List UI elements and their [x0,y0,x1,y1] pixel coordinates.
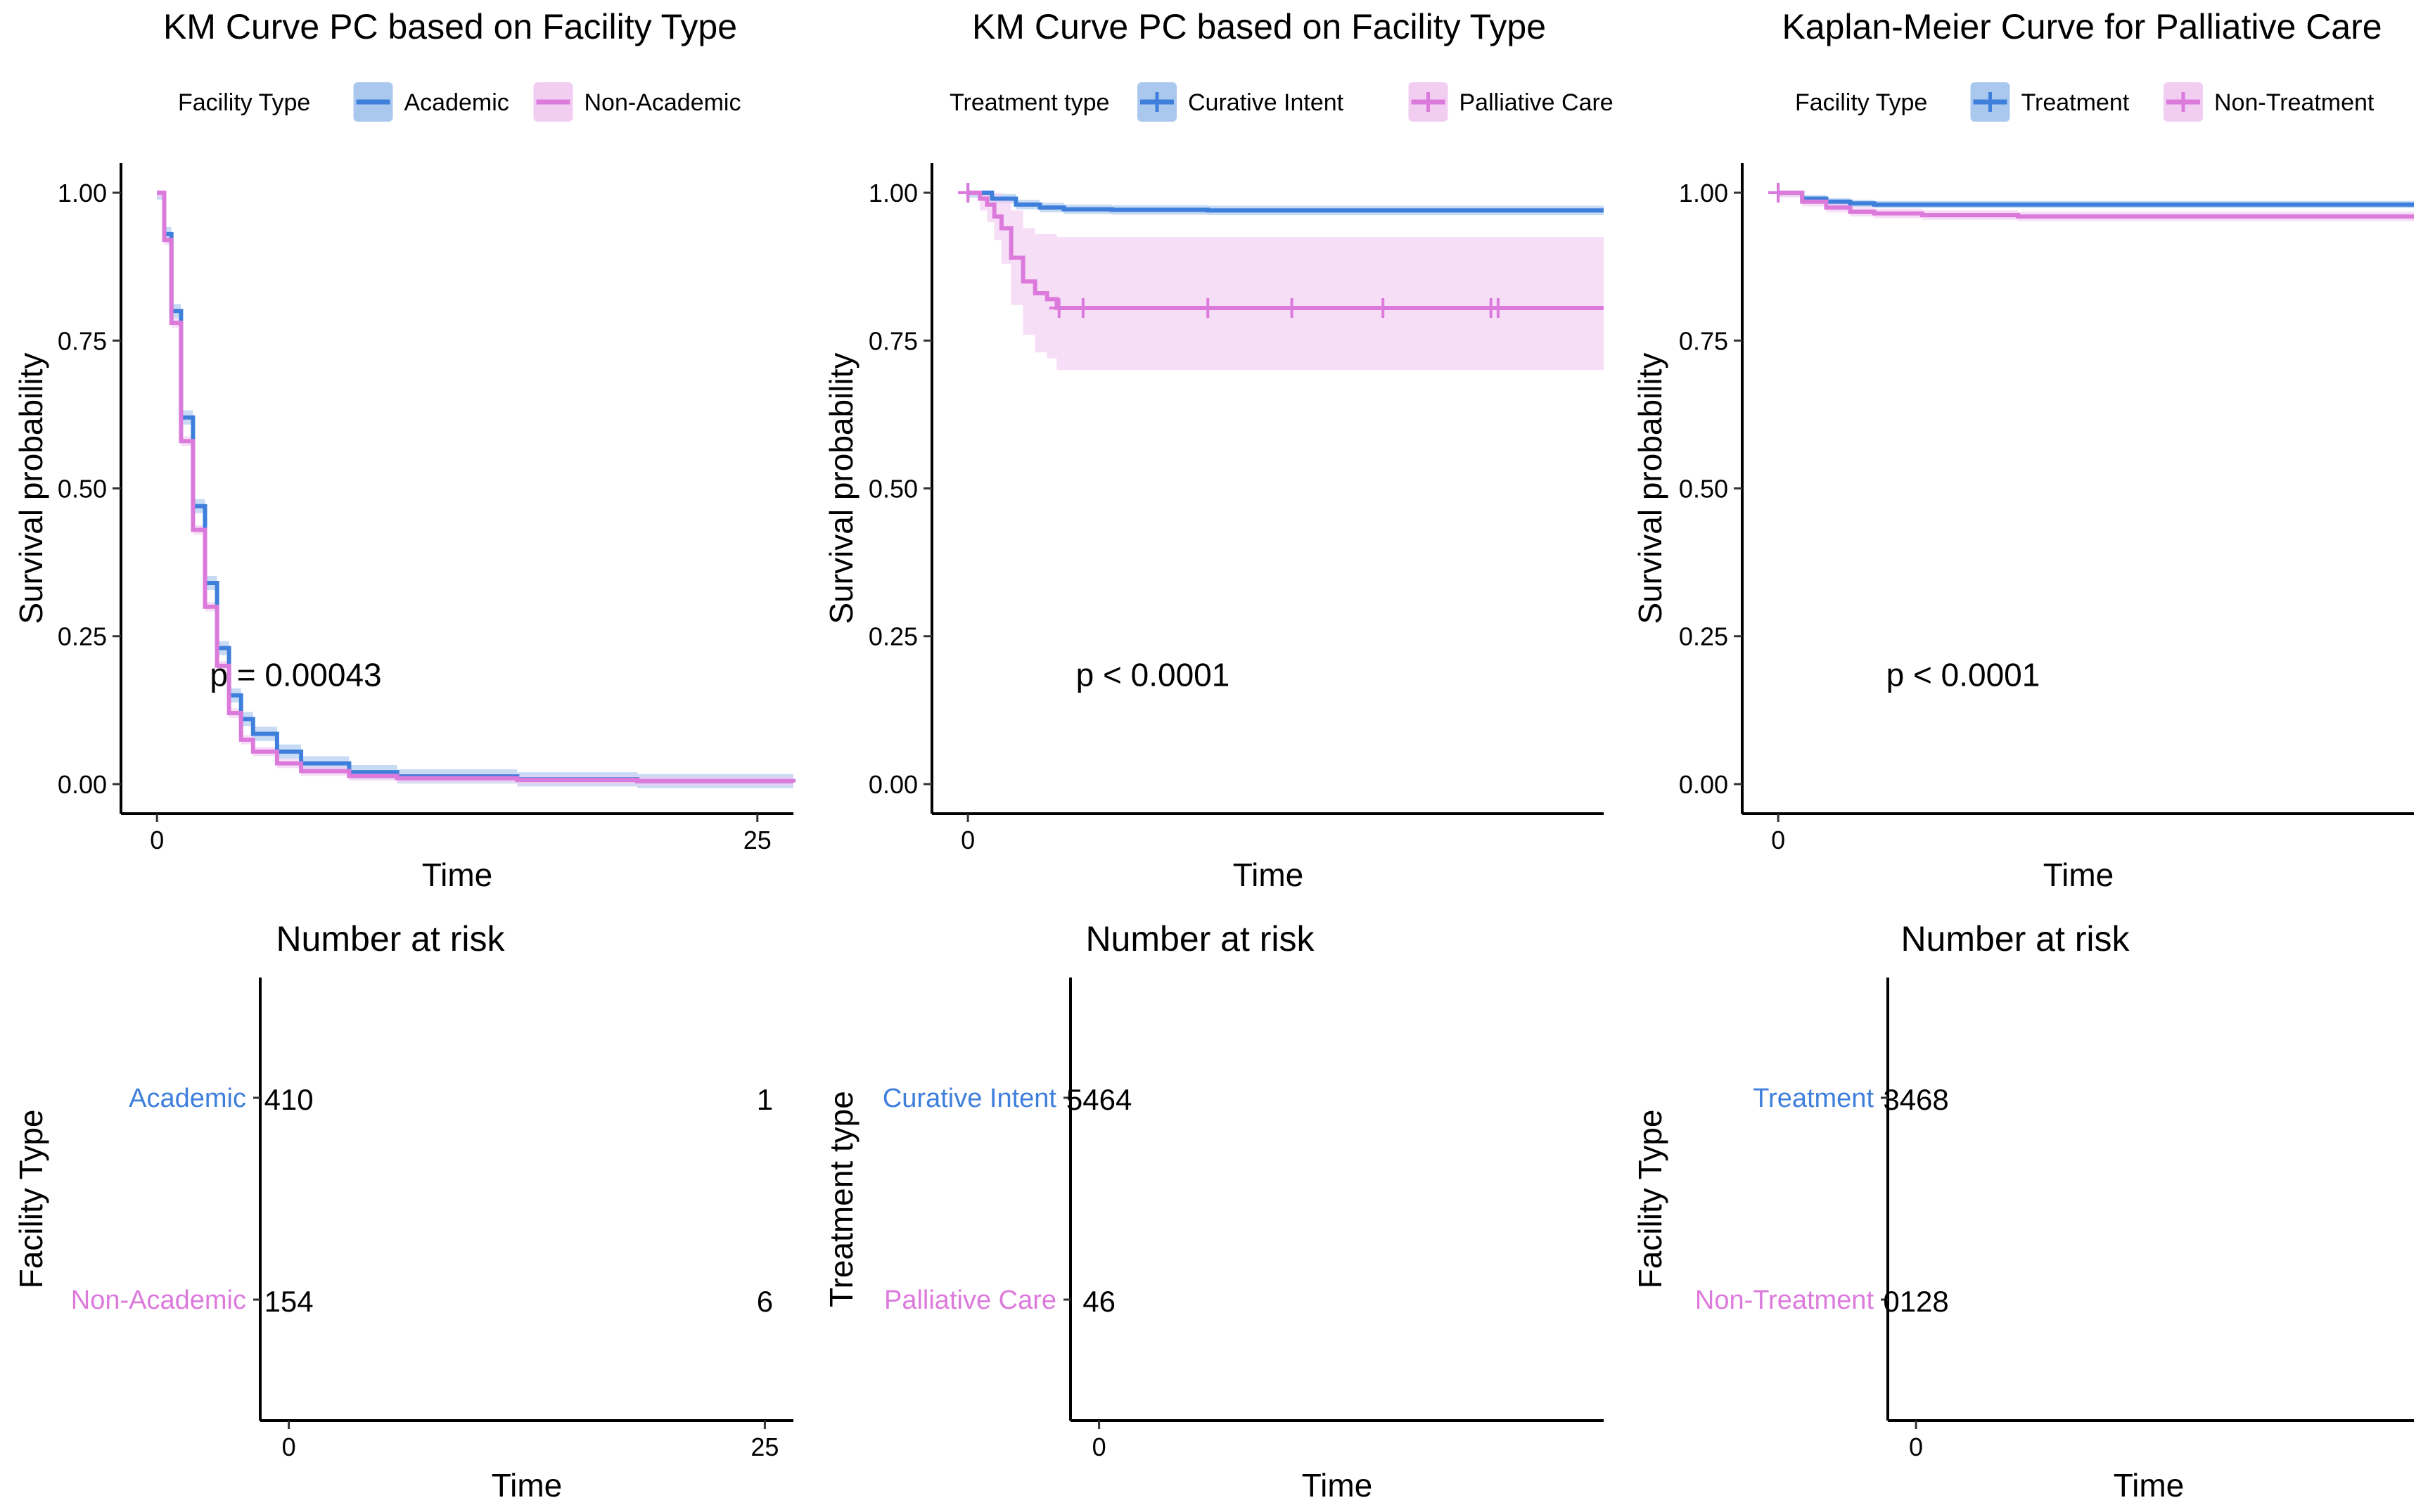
x-axis-label: Time [422,857,493,893]
risk-y-axis-label: Facility Type [1632,1110,1668,1289]
risk-row-label: Non-Treatment [1695,1286,1874,1315]
legend: Facility Type Treatment Non-Treatment [1795,82,2375,122]
risk-x-axis-label: Time [2114,1467,2185,1504]
km-panel-2: KM Curve PC based on Facility Type Treatm… [823,7,1614,1504]
x-tick-label: 0 [150,826,164,854]
plot-area [157,191,796,790]
x-axis-label: Time [1233,857,1304,893]
chart-title: KM Curve PC based on Facility Type [163,7,737,46]
plot-area [958,183,1604,371]
y-tick-label: 0.75 [1679,326,1728,355]
legend-entry-label: Non-Academic [584,89,741,116]
y-tick-label: 0.50 [1679,475,1728,504]
risk-count: 154 [264,1285,314,1318]
risk-x-tick-label: 0 [1909,1433,1923,1461]
km-panel-3: Kaplan-Meier Curve for Palliative Care Fa… [1632,7,2414,1504]
y-tick-label: 0.25 [1679,622,1728,651]
ci-band-1 [968,193,1604,371]
y-tick-label: 0.00 [58,770,107,799]
km-panel-1: KM Curve PC based on Facility Type Facili… [13,7,796,1504]
x-tick-label: 0 [1771,826,1785,854]
risk-count: 3468 [1883,1083,1948,1116]
risk-count: 6 [757,1285,773,1318]
x-tick-label: 25 [743,826,772,854]
y-axis-label: Survival probability [823,352,860,624]
x-axis-label: Time [2043,857,2114,893]
y-tick-label: 0.25 [869,622,918,651]
survival-curve-1 [157,191,796,783]
y-tick-label: 1.00 [869,179,918,207]
risk-row-label: Academic [129,1084,246,1113]
legend-entry-label: Palliative Care [1459,89,1614,116]
chart-title: KM Curve PC based on Facility Type [972,7,1546,46]
y-tick-label: 0.75 [58,326,107,355]
legend-entry-label: Academic [404,89,509,116]
y-tick-label: 1.00 [58,179,107,207]
y-tick-label: 0.50 [869,475,918,504]
risk-table-title: Number at risk [1900,919,2130,959]
legend-key-1 [1408,82,1448,122]
legend-key-1 [533,82,573,122]
survival-curve-0 [157,191,796,783]
risk-row-label: Treatment [1753,1084,1874,1113]
legend-key-0 [1970,82,2010,122]
risk-x-axis-label: Time [492,1467,563,1504]
legend-entry-label: Curative Intent [1188,89,1344,116]
legend-key-0 [353,82,393,122]
risk-table: Number at risk Curative Intent 5464 Palliat… [823,919,1604,1504]
risk-table-title: Number at risk [1085,919,1315,959]
risk-count: 5464 [1066,1083,1132,1116]
ci-band-1 [157,193,793,788]
risk-row-label: Palliative Care [884,1286,1056,1315]
risk-x-axis-label: Time [1302,1467,1373,1504]
ci-band-0 [157,193,793,790]
y-axis-label: Survival probability [1632,352,1668,624]
y-tick-label: 1.00 [1679,179,1728,207]
y-tick-label: 0.75 [869,326,918,355]
risk-row-label: Curative Intent [883,1084,1057,1113]
y-tick-label: 0.00 [1679,770,1728,799]
p-value: p < 0.0001 [1076,657,1230,693]
risk-x-tick-label: 0 [1092,1433,1106,1461]
y-tick-label: 0.50 [58,475,107,504]
legend-title: Facility Type [178,89,310,116]
risk-x-tick-label: 25 [750,1433,779,1461]
p-value: p < 0.0001 [1886,657,2040,693]
legend: Facility Type Academic Non-Academic [178,82,741,122]
risk-count: 410 [264,1083,314,1116]
legend-title: Facility Type [1795,89,1927,116]
risk-x-tick-label: 0 [282,1433,296,1461]
risk-table: Number at risk Academic 410 1 Non-Academic 15… [13,919,793,1504]
survival-curve-1 [1778,191,2414,219]
legend-key-1 [2164,82,2203,122]
legend-key-0 [1137,82,1177,122]
survival-curve-0 [1778,191,2414,207]
legend: Treatment type Curative Intent Palliative … [950,82,1614,122]
y-tick-label: 0.25 [58,622,107,651]
risk-y-axis-label: Facility Type [13,1110,49,1289]
plot-area [1768,183,2414,222]
risk-row-label: Non-Academic [71,1286,246,1315]
legend-entry-label: Non-Treatment [2214,89,2375,116]
risk-count: 46 [1082,1285,1116,1318]
p-value: p = 0.00043 [210,657,381,693]
legend-entry-label: Treatment [2021,89,2130,116]
risk-count: 1 [757,1083,773,1116]
risk-count: 0128 [1883,1285,1948,1318]
y-axis-label: Survival probability [13,352,49,624]
y-tick-label: 0.00 [869,770,918,799]
survival-curve-0 [968,191,1604,213]
risk-table: Number at risk Treatment 3468 Non-Treatment… [1632,919,2414,1504]
x-tick-label: 0 [961,826,975,854]
risk-table-title: Number at risk [276,919,505,959]
legend-title: Treatment type [950,89,1109,116]
chart-title: Kaplan-Meier Curve for Palliative Care [1782,7,2382,46]
risk-y-axis-label: Treatment type [823,1091,860,1307]
survival-curve-1 [968,191,1604,310]
